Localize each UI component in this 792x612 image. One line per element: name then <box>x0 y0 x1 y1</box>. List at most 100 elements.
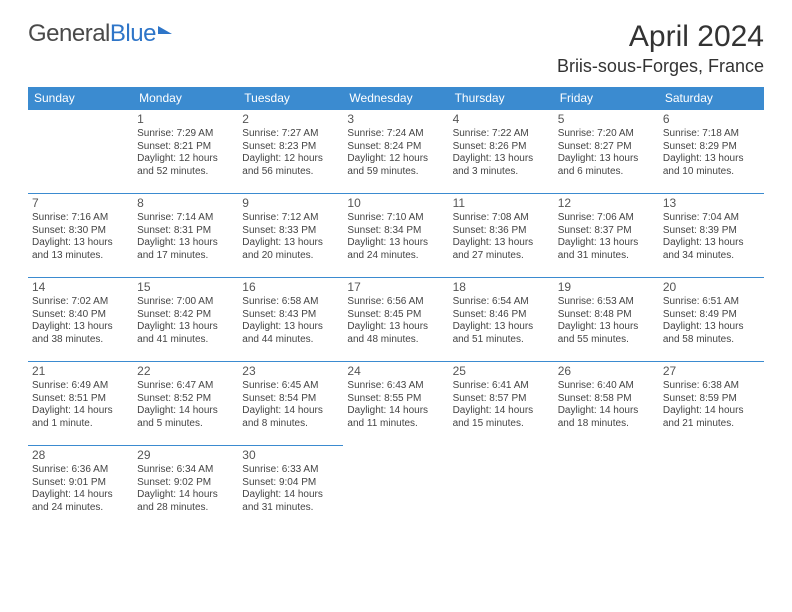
calendar-cell: 9Sunrise: 7:12 AMSunset: 8:33 PMDaylight… <box>238 194 343 278</box>
day-number: 9 <box>242 196 339 211</box>
calendar-week-row: 7Sunrise: 7:16 AMSunset: 8:30 PMDaylight… <box>28 194 764 278</box>
cell-text: Sunrise: 7:06 AM <box>558 212 655 225</box>
calendar-header-row: SundayMondayTuesdayWednesdayThursdayFrid… <box>28 87 764 110</box>
day-number: 15 <box>137 280 234 295</box>
calendar-cell: 25Sunrise: 6:41 AMSunset: 8:57 PMDayligh… <box>449 362 554 446</box>
cell-text: Daylight: 13 hours <box>663 153 760 166</box>
cell-text: Sunset: 8:31 PM <box>137 225 234 238</box>
calendar-cell: 4Sunrise: 7:22 AMSunset: 8:26 PMDaylight… <box>449 110 554 194</box>
cell-text: and 18 minutes. <box>558 418 655 431</box>
cell-text: Daylight: 13 hours <box>558 237 655 250</box>
calendar-week-row: 28Sunrise: 6:36 AMSunset: 9:01 PMDayligh… <box>28 446 764 530</box>
cell-text: and 41 minutes. <box>137 334 234 347</box>
cell-text: Sunset: 8:21 PM <box>137 141 234 154</box>
cell-text: Sunset: 8:54 PM <box>242 393 339 406</box>
cell-text: Daylight: 13 hours <box>663 321 760 334</box>
cell-text: Daylight: 13 hours <box>453 321 550 334</box>
cell-text: and 44 minutes. <box>242 334 339 347</box>
cell-text: Daylight: 13 hours <box>347 237 444 250</box>
cell-text: Sunrise: 6:33 AM <box>242 464 339 477</box>
cell-text: Sunset: 8:45 PM <box>347 309 444 322</box>
day-number: 12 <box>558 196 655 211</box>
cell-text: Sunset: 8:55 PM <box>347 393 444 406</box>
cell-text: and 24 minutes. <box>32 502 129 515</box>
cell-text: Sunrise: 6:45 AM <box>242 380 339 393</box>
calendar-cell: 5Sunrise: 7:20 AMSunset: 8:27 PMDaylight… <box>554 110 659 194</box>
cell-text: Sunset: 8:27 PM <box>558 141 655 154</box>
calendar-cell <box>343 446 448 530</box>
location-label: Briis-sous-Forges, France <box>557 56 764 77</box>
cell-text: and 52 minutes. <box>137 166 234 179</box>
calendar-cell: 30Sunrise: 6:33 AMSunset: 9:04 PMDayligh… <box>238 446 343 530</box>
day-number: 17 <box>347 280 444 295</box>
cell-text: Sunrise: 7:22 AM <box>453 128 550 141</box>
day-header: Saturday <box>659 87 764 110</box>
cell-text: and 56 minutes. <box>242 166 339 179</box>
logo: GeneralBlue <box>28 20 172 48</box>
cell-text: Sunset: 8:57 PM <box>453 393 550 406</box>
cell-text: Sunset: 8:23 PM <box>242 141 339 154</box>
cell-text: and 15 minutes. <box>453 418 550 431</box>
cell-text: and 51 minutes. <box>453 334 550 347</box>
cell-text: Sunrise: 7:27 AM <box>242 128 339 141</box>
cell-text: Sunrise: 7:16 AM <box>32 212 129 225</box>
cell-text: and 48 minutes. <box>347 334 444 347</box>
cell-text: Daylight: 14 hours <box>347 405 444 418</box>
day-number: 21 <box>32 364 129 379</box>
calendar-cell: 11Sunrise: 7:08 AMSunset: 8:36 PMDayligh… <box>449 194 554 278</box>
day-number: 20 <box>663 280 760 295</box>
calendar-cell: 21Sunrise: 6:49 AMSunset: 8:51 PMDayligh… <box>28 362 133 446</box>
logo-triangle-icon <box>158 26 172 34</box>
cell-text: Daylight: 13 hours <box>137 321 234 334</box>
cell-text: and 11 minutes. <box>347 418 444 431</box>
cell-text: Sunrise: 7:04 AM <box>663 212 760 225</box>
cell-text: Sunrise: 6:47 AM <box>137 380 234 393</box>
cell-text: Daylight: 13 hours <box>558 153 655 166</box>
cell-text: Daylight: 13 hours <box>453 153 550 166</box>
day-number: 7 <box>32 196 129 211</box>
day-number: 2 <box>242 112 339 127</box>
calendar-cell: 1Sunrise: 7:29 AMSunset: 8:21 PMDaylight… <box>133 110 238 194</box>
cell-text: Sunset: 9:01 PM <box>32 477 129 490</box>
cell-text: and 27 minutes. <box>453 250 550 263</box>
cell-text: Sunrise: 6:36 AM <box>32 464 129 477</box>
cell-text: Sunset: 8:49 PM <box>663 309 760 322</box>
month-title: April 2024 <box>557 20 764 54</box>
day-number: 8 <box>137 196 234 211</box>
calendar-cell: 8Sunrise: 7:14 AMSunset: 8:31 PMDaylight… <box>133 194 238 278</box>
cell-text: Daylight: 14 hours <box>32 489 129 502</box>
day-number: 22 <box>137 364 234 379</box>
calendar-cell <box>28 110 133 194</box>
cell-text: Daylight: 14 hours <box>242 489 339 502</box>
cell-text: Sunset: 9:02 PM <box>137 477 234 490</box>
day-number: 10 <box>347 196 444 211</box>
cell-text: Sunset: 8:48 PM <box>558 309 655 322</box>
calendar-cell: 26Sunrise: 6:40 AMSunset: 8:58 PMDayligh… <box>554 362 659 446</box>
calendar-cell: 19Sunrise: 6:53 AMSunset: 8:48 PMDayligh… <box>554 278 659 362</box>
cell-text: Sunset: 8:42 PM <box>137 309 234 322</box>
cell-text: Sunrise: 7:00 AM <box>137 296 234 309</box>
cell-text: Sunrise: 6:43 AM <box>347 380 444 393</box>
day-number: 5 <box>558 112 655 127</box>
cell-text: Sunset: 8:52 PM <box>137 393 234 406</box>
cell-text: and 55 minutes. <box>558 334 655 347</box>
day-number: 26 <box>558 364 655 379</box>
cell-text: Daylight: 13 hours <box>453 237 550 250</box>
title-block: April 2024 Briis-sous-Forges, France <box>557 20 764 77</box>
day-header: Tuesday <box>238 87 343 110</box>
cell-text: Sunset: 8:33 PM <box>242 225 339 238</box>
cell-text: Sunrise: 7:24 AM <box>347 128 444 141</box>
cell-text: Daylight: 14 hours <box>137 405 234 418</box>
cell-text: Sunrise: 7:08 AM <box>453 212 550 225</box>
day-number: 30 <box>242 448 339 463</box>
cell-text: and 1 minute. <box>32 418 129 431</box>
cell-text: and 24 minutes. <box>347 250 444 263</box>
header: GeneralBlue April 2024 Briis-sous-Forges… <box>28 20 764 77</box>
cell-text: and 58 minutes. <box>663 334 760 347</box>
cell-text: Sunset: 8:36 PM <box>453 225 550 238</box>
cell-text: and 31 minutes. <box>558 250 655 263</box>
cell-text: Sunset: 8:29 PM <box>663 141 760 154</box>
calendar-cell: 29Sunrise: 6:34 AMSunset: 9:02 PMDayligh… <box>133 446 238 530</box>
day-number: 29 <box>137 448 234 463</box>
cell-text: Sunset: 8:40 PM <box>32 309 129 322</box>
